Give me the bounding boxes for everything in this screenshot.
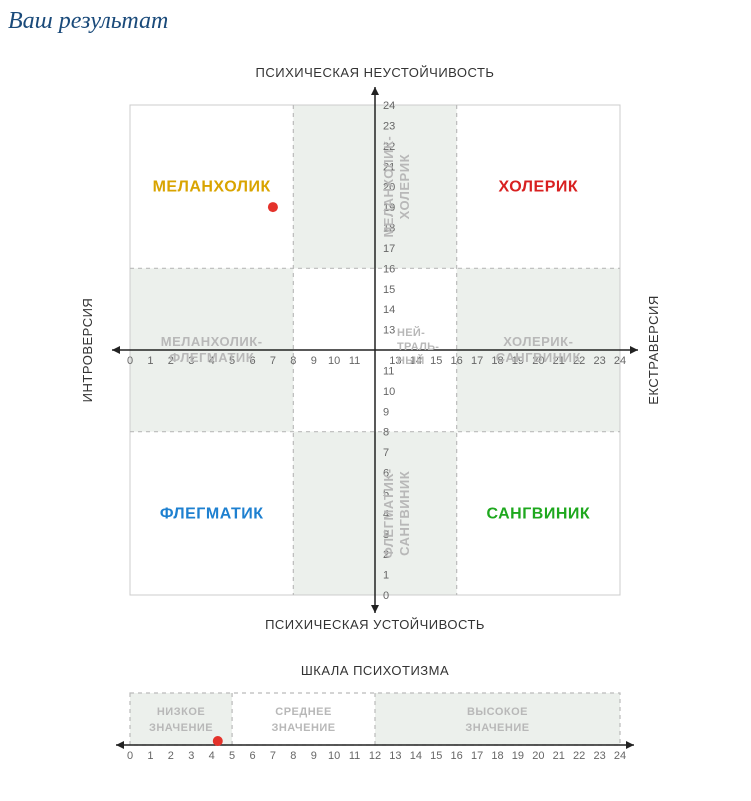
svg-text:16: 16 [451,355,463,367]
svg-text:САНГВИНИК: САНГВИНИК [496,350,581,365]
svg-text:5: 5 [229,750,235,762]
svg-text:ТРАЛЬ-: ТРАЛЬ- [397,341,439,353]
svg-text:10: 10 [383,386,395,398]
svg-text:8: 8 [290,355,296,367]
svg-text:САНГВИНИК: САНГВИНИК [397,471,412,556]
svg-text:17: 17 [471,750,483,762]
psych-scale-title: ШКАЛА ПСИХОТИЗМА [301,663,449,678]
svg-text:24: 24 [383,100,395,112]
zone-phl-san: ФЛЕГМАТИК- [381,468,396,558]
svg-text:10: 10 [328,355,340,367]
psych-zone-high: ВЫСОКОЕ [467,706,528,718]
svg-text:0: 0 [127,355,133,367]
svg-text:8: 8 [290,750,296,762]
bottom-axis-label: ПСИХИЧЕСКАЯ УСТОЙЧИВОСТЬ [265,617,485,632]
svg-text:15: 15 [430,355,442,367]
svg-text:10: 10 [328,750,340,762]
svg-text:23: 23 [383,120,395,132]
temperament-chart: 0123456789101113141516171819202122232424… [0,35,751,655]
quadrant-sanguine: САНГВИНИК [486,505,590,522]
svg-text:13: 13 [383,325,395,337]
svg-text:19: 19 [512,750,524,762]
svg-text:18: 18 [491,750,503,762]
svg-text:ФЛЕГМАТИК: ФЛЕГМАТИК [169,350,254,365]
zone-mel-phl: МЕЛАНХОЛИК- [161,334,263,349]
svg-text:2: 2 [168,750,174,762]
svg-text:4: 4 [209,750,215,762]
svg-text:15: 15 [383,284,395,296]
svg-text:8: 8 [383,427,389,439]
svg-text:9: 9 [311,750,317,762]
result-dot-main [268,202,278,212]
quadrant-phlegmatic: ФЛЕГМАТИК [160,505,264,522]
psych-zone-mid: СРЕДНЕЕ [275,706,332,718]
quadrant-choleric: ХОЛЕРИК [499,179,579,196]
svg-text:23: 23 [593,355,605,367]
svg-text:23: 23 [593,750,605,762]
svg-text:21: 21 [553,750,565,762]
svg-text:7: 7 [383,447,389,459]
svg-text:14: 14 [383,304,395,316]
svg-text:11: 11 [349,750,360,762]
zone-chol-san: ХОЛЕРИК- [503,334,573,349]
quadrant-melancholic: МЕЛАНХОЛИК [153,179,271,196]
svg-text:9: 9 [383,406,389,418]
svg-text:1: 1 [147,750,153,762]
zone-mel-chol: МЕЛАНХОЛИК- [381,136,396,238]
svg-text:13: 13 [389,750,401,762]
page-title: Ваш результат [0,0,751,35]
svg-text:17: 17 [471,355,483,367]
svg-text:24: 24 [614,750,626,762]
svg-text:16: 16 [451,750,463,762]
right-axis-label: ЕКСТРАВЕРСИЯ [646,295,661,404]
svg-text:ЗНАЧЕНИЕ: ЗНАЧЕНИЕ [271,722,335,734]
svg-text:НЫЙ: НЫЙ [397,354,425,367]
svg-text:17: 17 [383,243,395,255]
svg-text:16: 16 [383,263,395,275]
svg-text:1: 1 [383,570,389,582]
top-axis-label: ПСИХИЧЕСКАЯ НЕУСТОЙЧИВОСТЬ [256,65,495,80]
svg-text:7: 7 [270,750,276,762]
svg-text:ЗНАЧЕНИЕ: ЗНАЧЕНИЕ [149,722,213,734]
svg-text:14: 14 [410,750,422,762]
svg-text:6: 6 [249,750,255,762]
psychotism-scale: ШКАЛА ПСИХОТИЗМА НИЗКОЕ ЗНАЧЕНИЕ СРЕДНЕЕ ЗНА… [0,655,751,795]
result-dot-psych [213,736,223,746]
svg-text:3: 3 [188,750,194,762]
svg-text:12: 12 [369,750,381,762]
svg-text:11: 11 [349,355,360,367]
zone-neutral: НЕЙ- [397,326,425,339]
svg-text:1: 1 [147,355,153,367]
svg-text:11: 11 [383,365,394,377]
svg-text:ЗНАЧЕНИЕ: ЗНАЧЕНИЕ [465,722,529,734]
svg-text:0: 0 [383,590,389,602]
svg-text:0: 0 [127,750,133,762]
svg-text:20: 20 [532,750,544,762]
svg-text:9: 9 [311,355,317,367]
psych-zone-low: НИЗКОЕ [157,706,205,718]
left-axis-label: ИНТРОВЕРСИЯ [80,298,95,403]
svg-text:24: 24 [614,355,626,367]
svg-text:ХОЛЕРИК: ХОЛЕРИК [397,154,412,219]
svg-text:7: 7 [270,355,276,367]
svg-text:22: 22 [573,750,585,762]
svg-text:15: 15 [430,750,442,762]
